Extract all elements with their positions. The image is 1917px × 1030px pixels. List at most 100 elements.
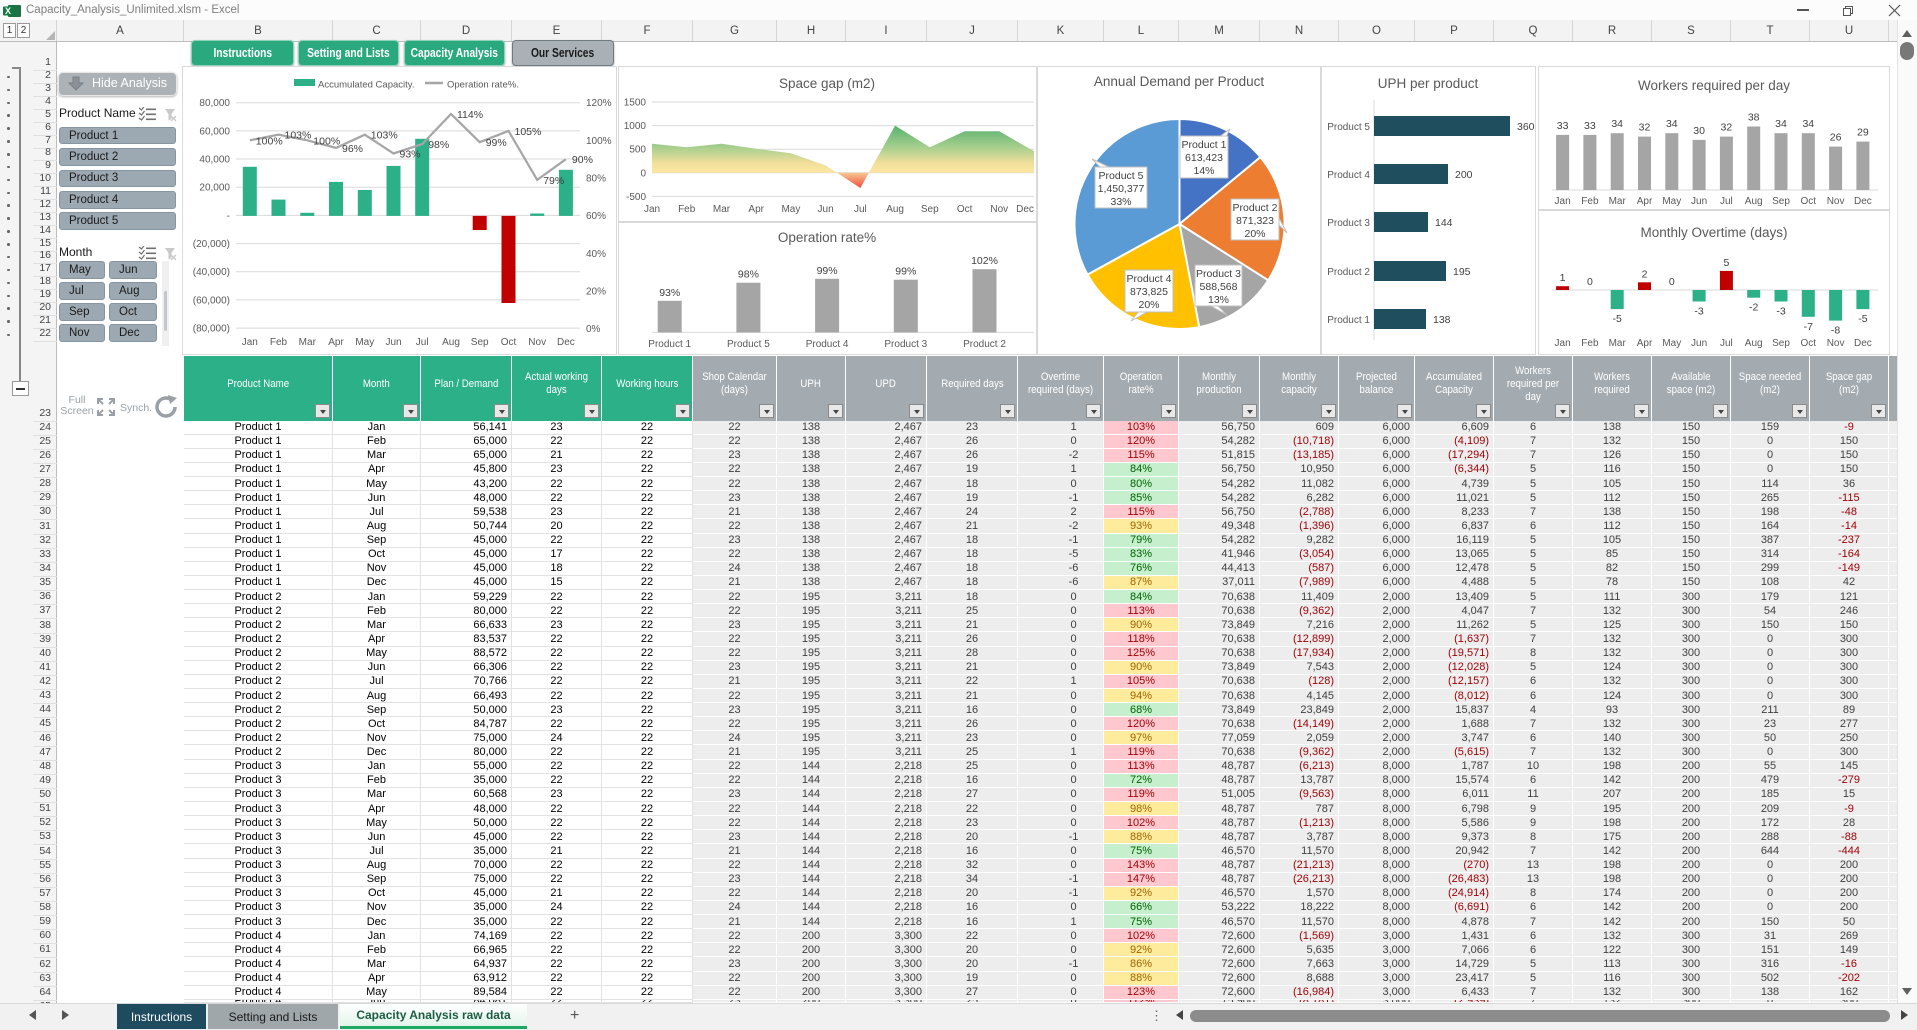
svg-text:Aug: Aug bbox=[442, 337, 460, 348]
svg-text:Jul: Jul bbox=[1720, 338, 1733, 349]
svg-text:(20,000): (20,000) bbox=[193, 239, 230, 250]
svg-text:32: 32 bbox=[1721, 122, 1733, 134]
svg-text:98%: 98% bbox=[428, 139, 449, 151]
svg-text:2: 2 bbox=[1642, 268, 1648, 280]
svg-text:Apr: Apr bbox=[748, 204, 764, 215]
svg-text:0%: 0% bbox=[586, 324, 601, 335]
svg-text:Product 3: Product 3 bbox=[1196, 268, 1241, 280]
svg-text:93%: 93% bbox=[400, 149, 421, 161]
svg-text:80,000: 80,000 bbox=[199, 98, 230, 109]
svg-text:20%: 20% bbox=[1138, 299, 1159, 311]
svg-text:Jan: Jan bbox=[242, 337, 258, 348]
svg-text:Jul: Jul bbox=[416, 337, 429, 348]
svg-text:Product 5: Product 5 bbox=[1327, 122, 1370, 133]
svg-text:Feb: Feb bbox=[1581, 196, 1599, 207]
svg-text:360: 360 bbox=[1517, 121, 1535, 133]
svg-text:34: 34 bbox=[1775, 118, 1787, 130]
svg-text:Sep: Sep bbox=[1772, 338, 1790, 349]
svg-text:613,423: 613,423 bbox=[1185, 152, 1223, 164]
svg-text:-5: -5 bbox=[1613, 313, 1622, 325]
svg-text:Dec: Dec bbox=[1016, 204, 1034, 215]
svg-text:102%: 102% bbox=[971, 255, 998, 267]
svg-text:Mar: Mar bbox=[1609, 338, 1627, 349]
svg-text:Monthly Overtime (days): Monthly Overtime (days) bbox=[1640, 225, 1787, 240]
svg-text:-3: -3 bbox=[1776, 306, 1785, 318]
svg-text:-3: -3 bbox=[1694, 306, 1703, 318]
svg-text:(40,000): (40,000) bbox=[193, 267, 230, 278]
svg-text:May: May bbox=[355, 337, 374, 348]
svg-text:Nov: Nov bbox=[1827, 338, 1845, 349]
svg-text:33%: 33% bbox=[1110, 196, 1131, 208]
svg-text:103%: 103% bbox=[285, 130, 312, 142]
svg-text:Oct: Oct bbox=[1801, 338, 1817, 349]
svg-text:Jun: Jun bbox=[1691, 196, 1707, 207]
svg-text:Product 4: Product 4 bbox=[1327, 170, 1370, 181]
svg-text:Product 2: Product 2 bbox=[1233, 202, 1278, 214]
svg-text:79%: 79% bbox=[543, 175, 564, 187]
svg-text:99%: 99% bbox=[486, 137, 507, 149]
svg-text:873,825: 873,825 bbox=[1130, 286, 1168, 298]
svg-text:20%: 20% bbox=[1244, 228, 1265, 240]
svg-text:-7: -7 bbox=[1804, 321, 1813, 333]
svg-text:Operation rate%: Operation rate% bbox=[778, 230, 876, 245]
svg-text:29: 29 bbox=[1857, 127, 1869, 139]
svg-text:Nov: Nov bbox=[1827, 196, 1845, 207]
svg-text:Sep: Sep bbox=[471, 337, 489, 348]
svg-text:1: 1 bbox=[1560, 272, 1566, 284]
svg-text:Product 3: Product 3 bbox=[1327, 218, 1370, 229]
svg-text:1000: 1000 bbox=[624, 121, 647, 132]
svg-text:32: 32 bbox=[1639, 122, 1651, 134]
svg-text:Apr: Apr bbox=[1637, 338, 1653, 349]
svg-text:Jul: Jul bbox=[854, 204, 867, 215]
svg-text:105%: 105% bbox=[515, 126, 542, 138]
svg-text:99%: 99% bbox=[895, 266, 916, 278]
svg-text:Product 4: Product 4 bbox=[1127, 273, 1172, 285]
svg-text:5: 5 bbox=[1723, 257, 1729, 269]
svg-text:26: 26 bbox=[1830, 132, 1842, 144]
svg-text:Jan: Jan bbox=[1555, 338, 1571, 349]
svg-text:200: 200 bbox=[1455, 169, 1473, 181]
svg-text:Mar: Mar bbox=[299, 337, 317, 348]
svg-text:May: May bbox=[1662, 338, 1681, 349]
svg-text:Product 1: Product 1 bbox=[1327, 315, 1370, 326]
svg-text:0: 0 bbox=[1587, 276, 1593, 288]
svg-text:Feb: Feb bbox=[270, 337, 288, 348]
svg-text:Product 5: Product 5 bbox=[1099, 170, 1144, 182]
svg-text:14%: 14% bbox=[1193, 165, 1214, 177]
svg-text:Nov: Nov bbox=[528, 337, 546, 348]
svg-text:(80,000): (80,000) bbox=[193, 324, 230, 335]
svg-text:Oct: Oct bbox=[501, 337, 517, 348]
svg-text:Jun: Jun bbox=[1691, 338, 1707, 349]
svg-text:0: 0 bbox=[640, 168, 646, 179]
svg-text:144: 144 bbox=[1435, 217, 1453, 229]
svg-text:-: - bbox=[227, 211, 230, 222]
svg-text:Dec: Dec bbox=[557, 337, 575, 348]
svg-text:120%: 120% bbox=[586, 98, 612, 109]
svg-text:100%: 100% bbox=[313, 135, 340, 147]
svg-text:Aug: Aug bbox=[1745, 338, 1763, 349]
svg-text:40,000: 40,000 bbox=[199, 155, 230, 166]
svg-text:Apr: Apr bbox=[328, 337, 344, 348]
svg-text:99%: 99% bbox=[817, 265, 838, 277]
svg-text:34: 34 bbox=[1666, 118, 1678, 130]
svg-text:0: 0 bbox=[1669, 276, 1675, 288]
svg-text:Product 1: Product 1 bbox=[1182, 139, 1227, 151]
svg-text:Product 4: Product 4 bbox=[806, 339, 849, 350]
svg-text:138: 138 bbox=[1433, 314, 1451, 326]
svg-text:X: X bbox=[5, 6, 11, 16]
svg-text:Space gap (m2): Space gap (m2) bbox=[779, 76, 875, 91]
svg-text:-5: -5 bbox=[1858, 313, 1867, 325]
svg-text:60,000: 60,000 bbox=[199, 126, 230, 137]
svg-text:Feb: Feb bbox=[1581, 338, 1599, 349]
svg-text:34: 34 bbox=[1802, 118, 1814, 130]
svg-text:20%: 20% bbox=[586, 287, 606, 298]
svg-text:Dec: Dec bbox=[1854, 196, 1872, 207]
svg-text:1,450,377: 1,450,377 bbox=[1098, 183, 1145, 195]
svg-text:Jan: Jan bbox=[1555, 196, 1571, 207]
svg-text:Annual Demand per Product: Annual Demand per Product bbox=[1094, 74, 1265, 89]
svg-text:-8: -8 bbox=[1831, 325, 1840, 337]
svg-text:Aug: Aug bbox=[1745, 196, 1763, 207]
svg-text:60%: 60% bbox=[586, 211, 606, 222]
svg-text:114%: 114% bbox=[457, 109, 483, 121]
svg-text:80%: 80% bbox=[586, 174, 606, 185]
